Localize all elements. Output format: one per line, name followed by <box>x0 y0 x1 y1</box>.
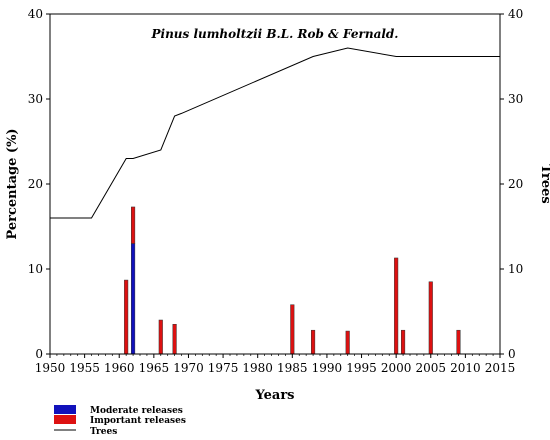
trees-line-layer <box>50 47 500 219</box>
x-tick-label-2000: 2000 <box>381 361 412 375</box>
y2-tick-label-30: 30 <box>508 92 523 106</box>
y2-tick-label-40: 40 <box>508 7 523 21</box>
bar-important-1988 <box>311 329 316 355</box>
y-axis-title: Percentage (%) <box>5 128 20 239</box>
legend: Moderate releases Important releases Tre… <box>54 405 186 437</box>
bar-moderate-1962 <box>131 243 136 355</box>
bar-important-1961 <box>124 279 129 355</box>
x-tick-label-1975: 1975 <box>208 361 239 375</box>
legend-swatch-important <box>54 415 76 424</box>
y2-axis-title: Trees <box>538 164 550 203</box>
bar-important-2001 <box>401 329 406 355</box>
x-tick-label-2010: 2010 <box>450 361 481 375</box>
bar-important-2000 <box>394 257 399 355</box>
trees-line <box>50 47 500 219</box>
legend-swatch-moderate <box>54 405 76 414</box>
x-tick-label-1980: 1980 <box>242 361 273 375</box>
bar-important-2009 <box>456 329 461 355</box>
y-tick-label-30: 30 <box>28 92 43 106</box>
legend-label-moderate: Moderate releases <box>90 406 183 416</box>
x-tick-label-1965: 1965 <box>139 361 170 375</box>
y2-tick-label-20: 20 <box>508 177 523 191</box>
x-tick-label-1990: 1990 <box>312 361 343 375</box>
bar-important-1966 <box>158 319 163 355</box>
x-tick-label-1960: 1960 <box>104 361 135 375</box>
ticks-layer: 1950 1955 1960 1965 1970 1975 1980 1985 1990 1995… <box>28 7 524 375</box>
bar-important-1962 <box>131 206 136 244</box>
bar-important-1993 <box>345 330 350 355</box>
bars-layer <box>124 206 461 355</box>
y-tick-label-40: 40 <box>28 7 43 21</box>
x-tick-label-2005: 2005 <box>415 361 446 375</box>
x-tick-label-2015: 2015 <box>485 361 516 375</box>
bar-important-2005 <box>428 281 433 355</box>
x-tick-label-1995: 1995 <box>346 361 377 375</box>
x-tick-label-1970: 1970 <box>173 361 204 375</box>
y-tick-label-20: 20 <box>28 177 43 191</box>
bar-important-1985 <box>290 304 295 355</box>
legend-label-important: Important releases <box>90 416 186 426</box>
bar-important-1968 <box>172 324 177 355</box>
x-tick-label-1985: 1985 <box>277 361 308 375</box>
y-tick-label-0: 0 <box>35 347 43 361</box>
x-tick-label-1950: 1950 <box>35 361 66 375</box>
x-tick-label-1955: 1955 <box>69 361 100 375</box>
x-axis-title: Years <box>254 388 294 403</box>
y2-tick-label-0: 0 <box>508 347 516 361</box>
y-tick-label-10: 10 <box>28 262 43 276</box>
legend-label-trees: Trees <box>90 427 117 437</box>
chart-title: Pinus lumholtzii B.L. Rob & Fernald. <box>150 27 398 41</box>
y2-tick-label-10: 10 <box>508 262 523 276</box>
